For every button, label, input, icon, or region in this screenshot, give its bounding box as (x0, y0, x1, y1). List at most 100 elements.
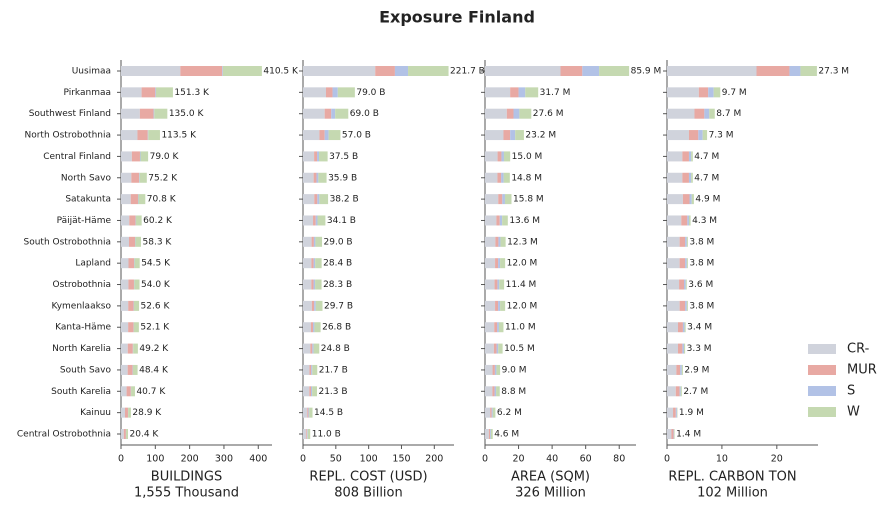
bar-segment (131, 386, 135, 397)
bar-segment (313, 279, 316, 290)
bar-segment (691, 172, 693, 183)
bar-segment (128, 322, 134, 333)
bar-segment (121, 236, 129, 247)
bar-segment (485, 108, 507, 119)
bar-segment (677, 343, 683, 354)
x-tick-label: 0 (664, 454, 670, 465)
bar-segment (314, 322, 321, 333)
bar-segment (485, 215, 497, 226)
bar-segment (314, 194, 318, 205)
y-tick-label: South Karelia (51, 387, 111, 397)
total-label: 40.7 K (136, 387, 166, 397)
bar-segment (675, 407, 677, 418)
bar-segment (495, 236, 499, 247)
bar-segment (148, 130, 160, 141)
bar-segment (312, 343, 314, 354)
bar-segment (128, 300, 134, 311)
bar-segment (313, 343, 320, 354)
legend-label: CR- (847, 342, 870, 357)
bar-segment (502, 215, 508, 226)
bar-segment (303, 429, 307, 439)
bar-segment (497, 151, 502, 162)
bar-segment (121, 407, 125, 418)
bar-segment (684, 322, 686, 333)
bar-segment (500, 258, 506, 269)
bar-segment (141, 87, 156, 98)
bar-segment (498, 236, 501, 247)
bar-segment (139, 151, 141, 162)
total-label: 57.0 B (342, 131, 371, 141)
bar-segment (667, 300, 680, 311)
total-label: 1.9 M (679, 408, 704, 418)
total-label: 31.7 M (540, 88, 571, 98)
bar-segment (316, 172, 319, 183)
bar-segment (303, 258, 312, 269)
bar-segment (485, 66, 561, 76)
bar-segment (667, 364, 677, 375)
bar-segment (667, 322, 678, 333)
total-label: 3.4 M (687, 323, 712, 333)
bar-segment (485, 258, 496, 269)
bar-segment (310, 343, 313, 354)
bar-segment (501, 172, 504, 183)
bar-segment (121, 130, 138, 141)
bar-segment (303, 343, 311, 354)
bar-segment (679, 386, 681, 397)
bar-segment (667, 258, 680, 269)
total-label: 20.4 K (130, 430, 160, 440)
bar-segment (121, 386, 127, 397)
bar-segment (510, 87, 519, 98)
total-label: 24.8 B (321, 344, 350, 354)
bar-segment (315, 300, 323, 311)
bar-segment (319, 194, 329, 205)
bar-segment (485, 194, 499, 205)
bar-segment (494, 386, 497, 397)
bar-segment (498, 300, 501, 311)
bar-segment (685, 236, 687, 247)
x-tick-label: 60 (580, 454, 592, 465)
bar-segment (485, 172, 498, 183)
total-label: 29.0 B (324, 237, 353, 247)
bar-segment (337, 87, 355, 98)
bar-segment (309, 407, 313, 418)
bar-segment (303, 108, 325, 119)
bar-segment (684, 343, 686, 354)
x-tick-label: 100 (360, 454, 378, 465)
total-label: 29.7 B (324, 301, 353, 311)
bar-segment (335, 108, 349, 119)
bar-segment (689, 194, 692, 205)
bar-segment (135, 236, 142, 247)
bar-segment (485, 236, 496, 247)
bar-segment (313, 258, 316, 269)
bar-segment (667, 236, 680, 247)
total-label: 12.3 M (507, 237, 538, 247)
bar-segment (319, 151, 328, 162)
y-tick-label: Uusimaa (72, 67, 111, 77)
total-label: 21.3 B (318, 387, 347, 397)
x-tick-label: 200 (181, 454, 199, 465)
bar-segment (121, 194, 131, 205)
bar-segment (303, 407, 308, 418)
bar-segment (685, 258, 687, 269)
bar-segment (497, 172, 502, 183)
bar-segment (494, 364, 497, 375)
bar-segment (667, 108, 695, 119)
total-label: 135.0 K (169, 109, 205, 119)
bar-segment (485, 429, 489, 439)
bar-segment (127, 364, 133, 375)
x-tick-label: 150 (392, 454, 410, 465)
total-label: 7.3 M (709, 131, 734, 141)
legend-label: MUR (847, 363, 877, 378)
y-tick-label: Lapland (75, 259, 111, 269)
bar-segment (491, 407, 493, 418)
total-label: 49.2 K (139, 344, 169, 354)
bar-segment (675, 386, 680, 397)
bar-segment (502, 194, 505, 205)
bar-segment (307, 429, 308, 439)
bar-segment (485, 364, 493, 375)
total-label: 79.0 K (150, 152, 180, 162)
total-label: 12.0 M (507, 301, 538, 311)
bar-segment (312, 386, 317, 397)
total-label: 4.6 M (494, 430, 519, 440)
